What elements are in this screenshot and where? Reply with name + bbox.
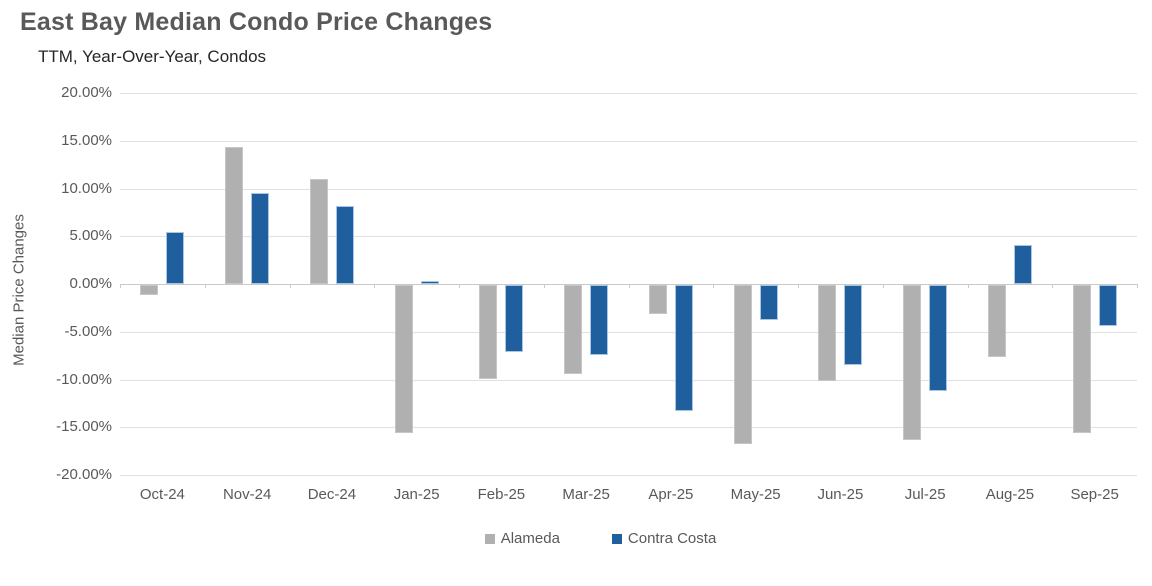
y-tick-label: -5.00% [64,322,112,340]
x-tick-label: Dec-24 [307,486,357,503]
bar-contra-costa-jan-25 [420,281,439,284]
y-tick-label: 0.00% [69,275,112,292]
axis-tick-mark [205,284,206,288]
axis-tick-mark [1137,284,1138,288]
x-tick-label: Sep-25 [1070,486,1119,503]
bar-alameda-jan-25 [394,285,413,433]
y-tick-label: -15.00% [56,418,112,436]
legend-label-alameda: Alameda [500,530,560,547]
legend-item-contra-costa: Contra Costa [611,530,717,547]
y-tick-label: -10.00% [56,370,112,388]
y-tick-label: 15.00% [61,131,112,149]
bar-alameda-apr-25 [648,285,667,314]
axis-tick-mark [713,284,714,288]
gridline [120,475,1137,476]
bar-contra-costa-mar-25 [590,285,609,355]
gridline [120,379,1137,381]
chart-subtitle: TTM, Year-Over-Year, Condos [38,47,267,66]
legend-item-alameda: Alameda [484,530,560,547]
bar-alameda-dec-24 [309,179,328,285]
gridline [120,93,1137,94]
gridline [120,427,1137,429]
axis-tick-mark [968,284,969,288]
y-tick-label: -20.00% [56,466,112,483]
x-tick-label: May-25 [730,486,781,503]
x-tick-label: Oct-24 [139,486,185,503]
axis-tick-mark [290,284,291,288]
gridline [120,140,1137,142]
axis-tick-mark [883,284,884,288]
bar-contra-costa-jun-25 [844,285,863,366]
x-tick-label: Jul-25 [904,486,946,503]
legend: Alameda Contra Costa [92,530,1109,547]
axis-tick-mark [459,284,460,288]
legend-swatch-contra-costa-icon [611,533,622,544]
bar-contra-costa-oct-24 [166,231,185,284]
bar-alameda-sep-25 [1072,285,1091,433]
bar-alameda-nov-24 [225,147,244,284]
axis-tick-mark [798,284,799,288]
axis-tick-mark [1052,284,1053,288]
bar-contra-costa-jul-25 [929,285,948,391]
x-tick-label: Jun-25 [817,486,864,503]
axis-tick-mark [629,284,630,288]
y-tick-label: 20.00% [61,84,112,101]
bar-alameda-jun-25 [818,285,837,381]
gridline [120,236,1137,238]
axis-tick-mark [120,284,121,288]
x-tick-label: Nov-24 [222,486,272,503]
bar-alameda-oct-24 [140,285,159,295]
axis-tick-mark [374,284,375,288]
gridline [120,188,1137,190]
bar-alameda-mar-25 [564,285,583,374]
plot-area [120,93,1138,476]
y-tick-label: 5.00% [69,227,112,245]
chart-title: East Bay Median Condo Price Changes [20,8,493,36]
zero-axis-line [120,284,1137,285]
gridline [120,331,1137,333]
bar-contra-costa-dec-24 [335,205,354,284]
bar-alameda-feb-25 [479,285,498,379]
bar-contra-costa-feb-25 [505,285,524,352]
bar-contra-costa-aug-25 [1013,244,1032,284]
legend-swatch-alameda-icon [484,533,495,544]
x-tick-label: Aug-25 [985,486,1035,503]
x-tick-label: Mar-25 [562,486,610,503]
bar-alameda-aug-25 [987,285,1006,357]
bar-contra-costa-may-25 [759,285,778,321]
bar-contra-costa-sep-25 [1098,285,1117,327]
x-tick-label: Jan-25 [393,486,440,503]
bar-contra-costa-nov-24 [251,193,270,284]
legend-label-contra-costa: Contra Costa [627,530,717,547]
axis-tick-mark [544,284,545,288]
bar-alameda-may-25 [733,285,752,444]
y-tick-label: 10.00% [61,179,112,197]
bar-alameda-jul-25 [903,285,922,440]
bar-contra-costa-apr-25 [674,285,693,412]
x-tick-label: Apr-25 [648,486,694,503]
x-tick-label: Feb-25 [477,486,526,503]
